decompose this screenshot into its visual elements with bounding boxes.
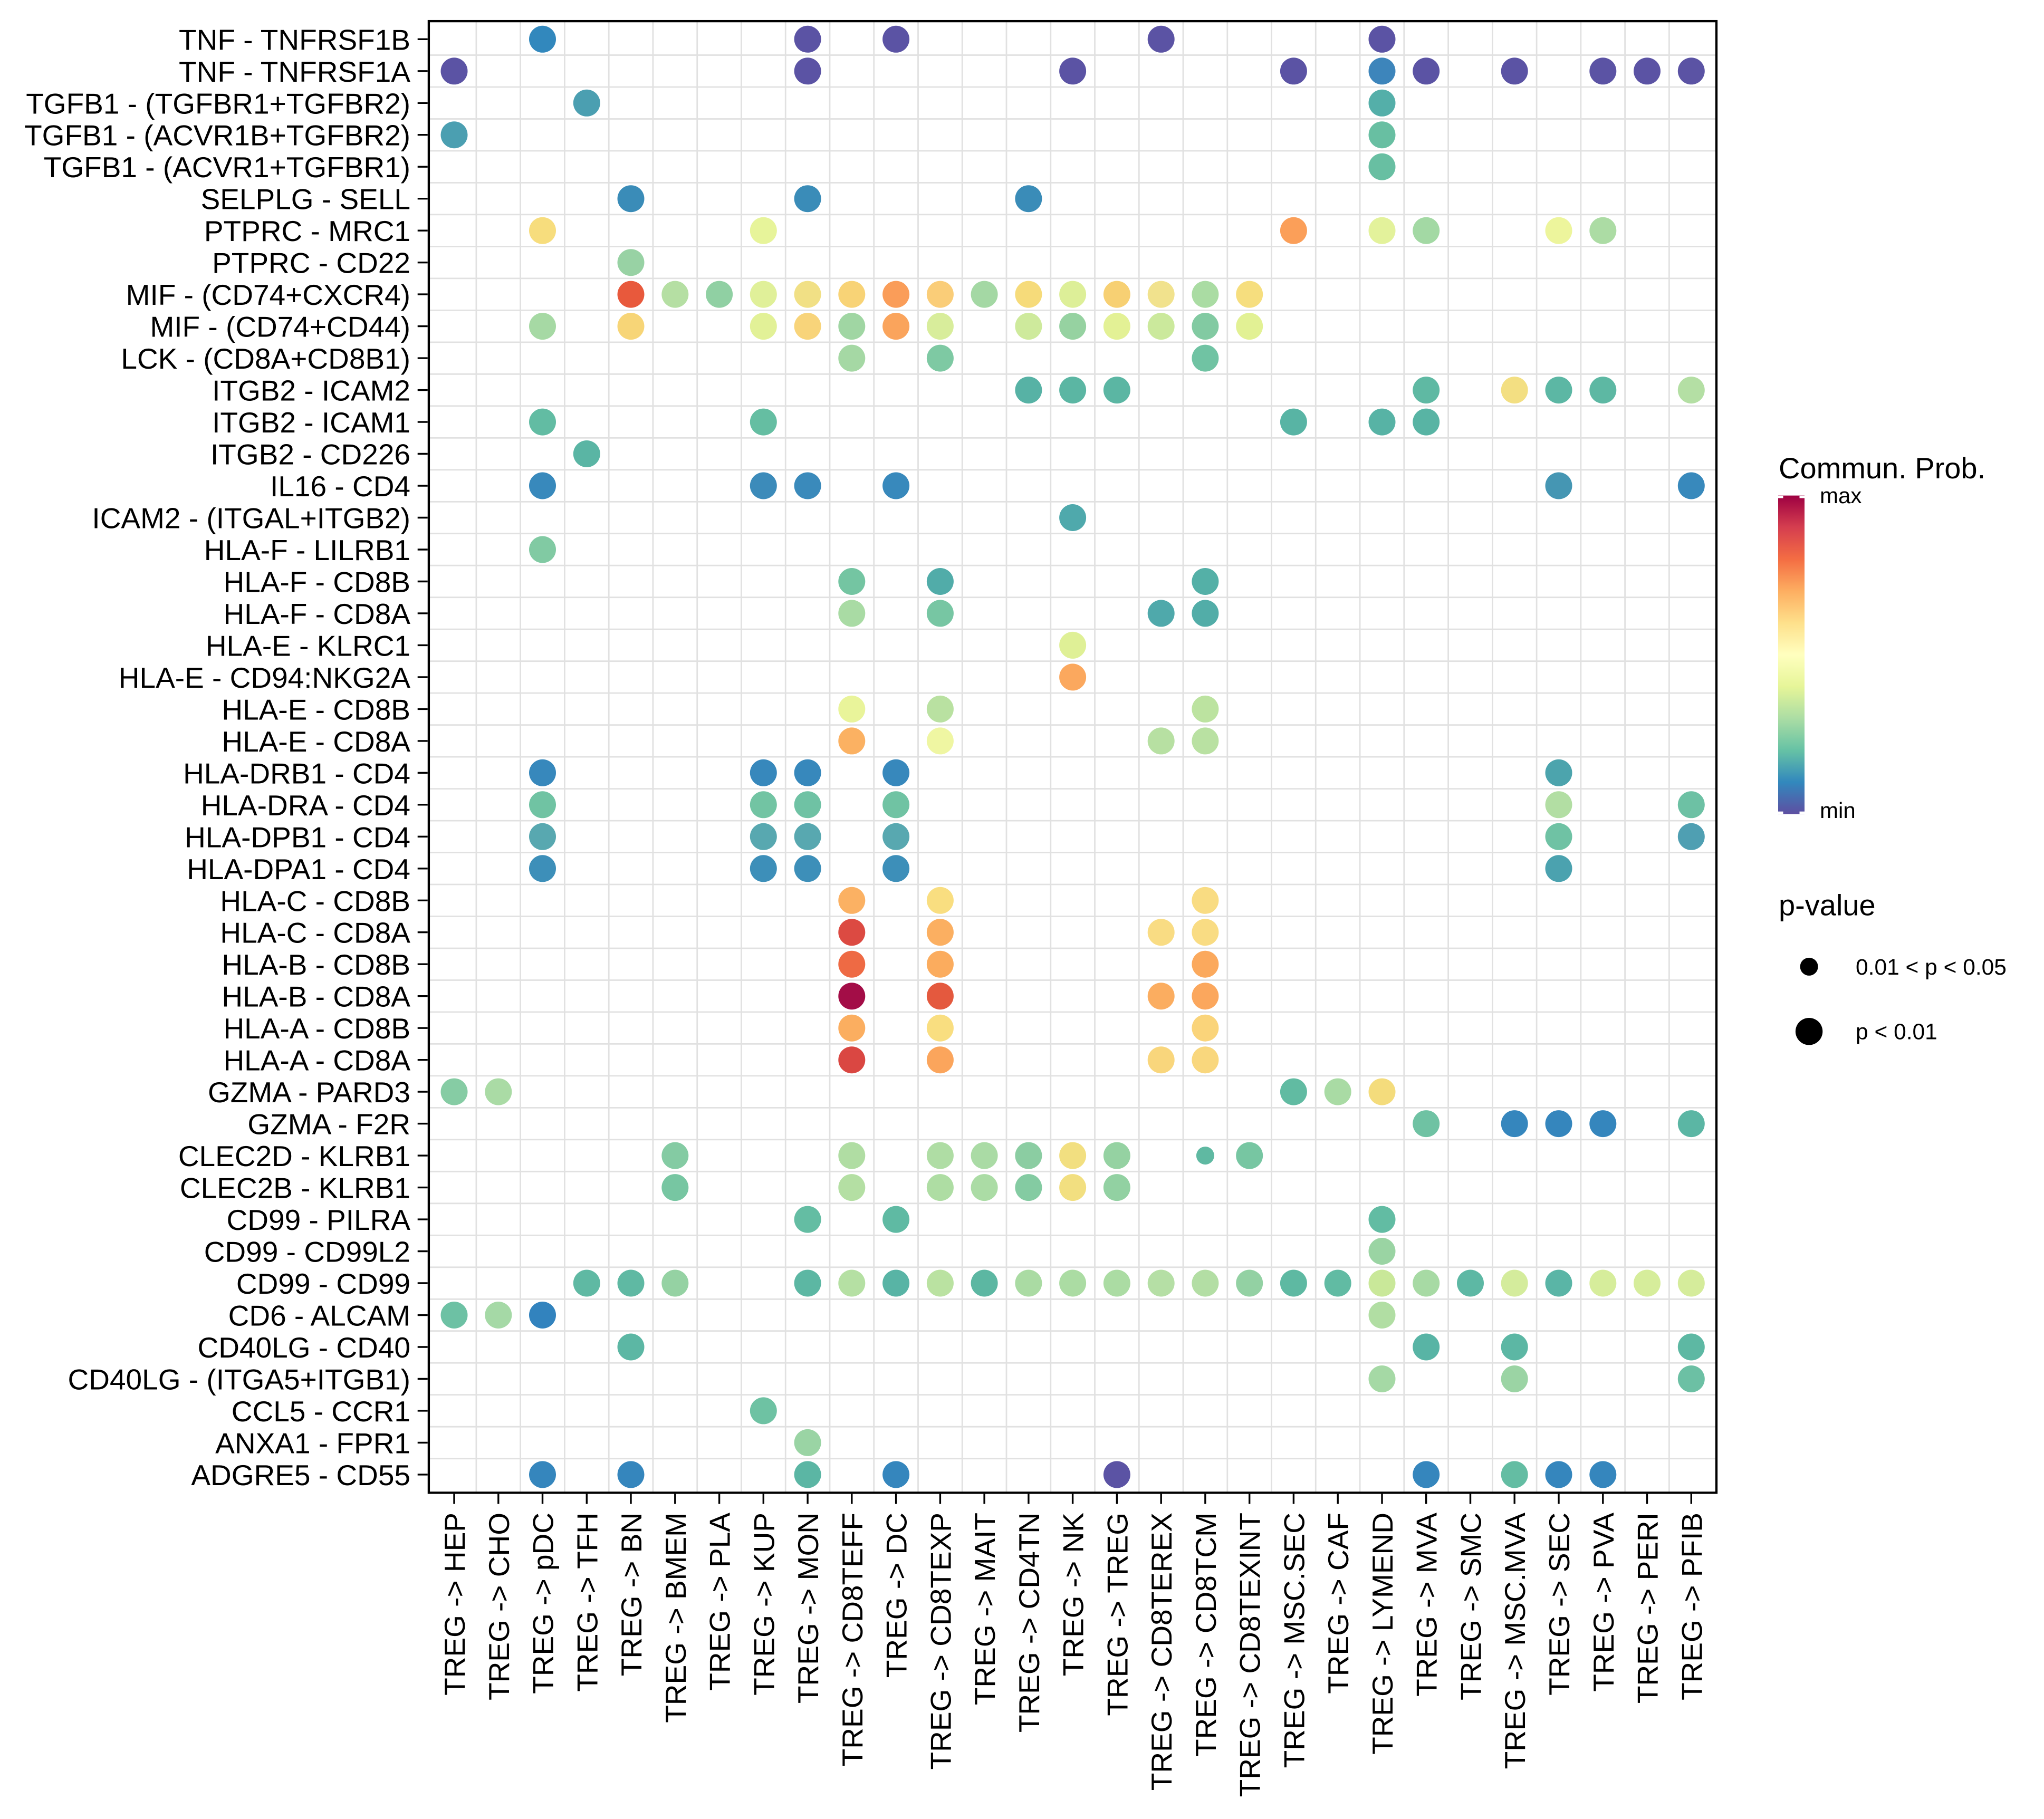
svg-text:TREG -> PFIB: TREG -> PFIB — [1675, 1513, 1708, 1700]
svg-text:HLA-C - CD8A: HLA-C - CD8A — [220, 917, 410, 949]
svg-text:GZMA - F2R: GZMA - F2R — [247, 1108, 410, 1141]
svg-text:TGFB1 - (ACVR1B+TGFBR2): TGFB1 - (ACVR1B+TGFBR2) — [24, 119, 410, 152]
svg-text:ITGB2 - ICAM1: ITGB2 - ICAM1 — [212, 406, 410, 439]
svg-text:TREG -> CD8TEXINT: TREG -> CD8TEXINT — [1234, 1513, 1266, 1797]
svg-text:Commun. Prob.: Commun. Prob. — [1779, 451, 1985, 485]
svg-text:CD99 - CD99: CD99 - CD99 — [236, 1267, 410, 1300]
svg-text:HLA-F - LILRB1: HLA-F - LILRB1 — [204, 534, 410, 566]
svg-text:IL16 - CD4: IL16 - CD4 — [270, 470, 410, 503]
svg-text:TREG -> BMEM: TREG -> BMEM — [659, 1513, 692, 1723]
svg-text:TREG -> KUP: TREG -> KUP — [747, 1513, 780, 1696]
svg-text:HLA-A - CD8B: HLA-A - CD8B — [223, 1012, 410, 1045]
svg-text:p < 0.01: p < 0.01 — [1856, 1019, 1937, 1044]
svg-text:TREG -> LYMEND: TREG -> LYMEND — [1366, 1513, 1399, 1755]
svg-text:GZMA - PARD3: GZMA - PARD3 — [208, 1076, 410, 1109]
svg-text:min: min — [1820, 798, 1856, 823]
svg-text:CCL5 - CCR1: CCL5 - CCR1 — [232, 1395, 410, 1428]
svg-text:TREG -> NK: TREG -> NK — [1057, 1513, 1090, 1676]
svg-text:HLA-A - CD8A: HLA-A - CD8A — [223, 1044, 410, 1077]
svg-text:HLA-B - CD8B: HLA-B - CD8B — [222, 948, 410, 981]
svg-text:HLA-F - CD8A: HLA-F - CD8A — [224, 598, 411, 630]
svg-text:HLA-DRB1 - CD4: HLA-DRB1 - CD4 — [183, 757, 410, 790]
svg-text:HLA-DRA - CD4: HLA-DRA - CD4 — [201, 789, 410, 822]
svg-text:TREG -> PVA: TREG -> PVA — [1587, 1513, 1620, 1692]
svg-text:HLA-DPB1 - CD4: HLA-DPB1 - CD4 — [185, 821, 410, 853]
svg-text:TREG -> CD8TEFF: TREG -> CD8TEFF — [836, 1513, 869, 1766]
svg-text:0.01 < p < 0.05: 0.01 < p < 0.05 — [1856, 955, 2007, 980]
svg-text:TREG -> SEC: TREG -> SEC — [1543, 1513, 1576, 1696]
svg-text:TREG -> CD8TEXP: TREG -> CD8TEXP — [924, 1513, 957, 1769]
svg-text:MIF - (CD74+CD44): MIF - (CD74+CD44) — [150, 311, 410, 343]
svg-text:TREG -> DC: TREG -> DC — [880, 1513, 913, 1678]
svg-text:TREG -> MON: TREG -> MON — [792, 1513, 824, 1703]
svg-text:ADGRE5 - CD55: ADGRE5 - CD55 — [191, 1459, 410, 1491]
svg-text:TREG -> MVA: TREG -> MVA — [1410, 1513, 1443, 1697]
svg-text:HLA-C - CD8B: HLA-C - CD8B — [220, 884, 410, 917]
svg-text:CLEC2D - KLRB1: CLEC2D - KLRB1 — [178, 1140, 410, 1172]
svg-text:TREG -> CD4TN: TREG -> CD4TN — [1013, 1513, 1045, 1733]
svg-text:TREG -> pDC: TREG -> pDC — [527, 1513, 560, 1694]
svg-text:TNF - TNFRSF1B: TNF - TNFRSF1B — [179, 23, 410, 56]
svg-text:HLA-B - CD8A: HLA-B - CD8A — [222, 980, 410, 1013]
svg-text:max: max — [1820, 483, 1861, 508]
svg-text:HLA-E - CD8B: HLA-E - CD8B — [222, 693, 410, 726]
svg-text:CD6 - ALCAM: CD6 - ALCAM — [228, 1300, 410, 1332]
svg-text:TNF - TNFRSF1A: TNF - TNFRSF1A — [179, 55, 410, 88]
svg-text:HLA-E - CD94:NKG2A: HLA-E - CD94:NKG2A — [119, 661, 411, 694]
svg-text:TGFB1 - (ACVR1+TGFBR1): TGFB1 - (ACVR1+TGFBR1) — [44, 151, 410, 184]
svg-text:ITGB2 - ICAM2: ITGB2 - ICAM2 — [212, 374, 410, 407]
svg-text:TREG -> MSC.SEC: TREG -> MSC.SEC — [1278, 1513, 1310, 1768]
svg-text:TREG -> BN: TREG -> BN — [615, 1513, 648, 1676]
svg-text:CD40LG - (ITGA5+ITGB1): CD40LG - (ITGA5+ITGB1) — [68, 1363, 410, 1396]
svg-text:TREG -> PLA: TREG -> PLA — [704, 1513, 736, 1691]
svg-text:TREG -> MAIT: TREG -> MAIT — [968, 1513, 1001, 1705]
svg-text:CLEC2B - KLRB1: CLEC2B - KLRB1 — [180, 1172, 410, 1205]
svg-text:TREG -> CD8TEREX: TREG -> CD8TEREX — [1145, 1513, 1178, 1791]
svg-text:HLA-E - CD8A: HLA-E - CD8A — [222, 725, 410, 758]
svg-text:TREG -> TREG: TREG -> TREG — [1101, 1513, 1134, 1716]
svg-text:TREG -> MSC.MVA: TREG -> MSC.MVA — [1499, 1513, 1531, 1769]
svg-text:TREG -> PERI: TREG -> PERI — [1632, 1513, 1664, 1703]
svg-text:ICAM2 - (ITGAL+ITGB2): ICAM2 - (ITGAL+ITGB2) — [92, 502, 410, 535]
svg-text:CD99 - PILRA: CD99 - PILRA — [227, 1204, 411, 1236]
svg-text:TREG -> HEP: TREG -> HEP — [438, 1513, 471, 1696]
svg-text:TREG -> CD8TCM: TREG -> CD8TCM — [1189, 1513, 1222, 1757]
svg-text:HLA-F - CD8B: HLA-F - CD8B — [224, 566, 411, 599]
svg-text:MIF - (CD74+CXCR4): MIF - (CD74+CXCR4) — [126, 278, 410, 311]
svg-text:TGFB1 - (TGFBR1+TGFBR2): TGFB1 - (TGFBR1+TGFBR2) — [26, 87, 410, 120]
svg-text:PTPRC - MRC1: PTPRC - MRC1 — [204, 215, 410, 247]
svg-text:HLA-E - KLRC1: HLA-E - KLRC1 — [206, 629, 410, 662]
svg-text:CD99 - CD99L2: CD99 - CD99L2 — [204, 1236, 410, 1268]
svg-text:SELPLG - SELL: SELPLG - SELL — [201, 183, 410, 216]
svg-text:CD40LG - CD40: CD40LG - CD40 — [198, 1331, 410, 1364]
svg-text:ANXA1 - FPR1: ANXA1 - FPR1 — [215, 1427, 410, 1459]
svg-text:TREG -> TFH: TREG -> TFH — [571, 1513, 603, 1692]
svg-text:ITGB2 - CD226: ITGB2 - CD226 — [210, 438, 410, 471]
svg-text:HLA-DPA1 - CD4: HLA-DPA1 - CD4 — [187, 853, 410, 886]
svg-text:TREG -> SMC: TREG -> SMC — [1455, 1513, 1488, 1700]
svg-text:p-value: p-value — [1779, 889, 1876, 922]
svg-text:LCK - (CD8A+CD8B1): LCK - (CD8A+CD8B1) — [121, 342, 410, 375]
svg-text:PTPRC - CD22: PTPRC - CD22 — [212, 247, 410, 280]
svg-text:TREG -> CAF: TREG -> CAF — [1322, 1513, 1355, 1694]
svg-text:TREG -> CHO: TREG -> CHO — [483, 1513, 515, 1700]
